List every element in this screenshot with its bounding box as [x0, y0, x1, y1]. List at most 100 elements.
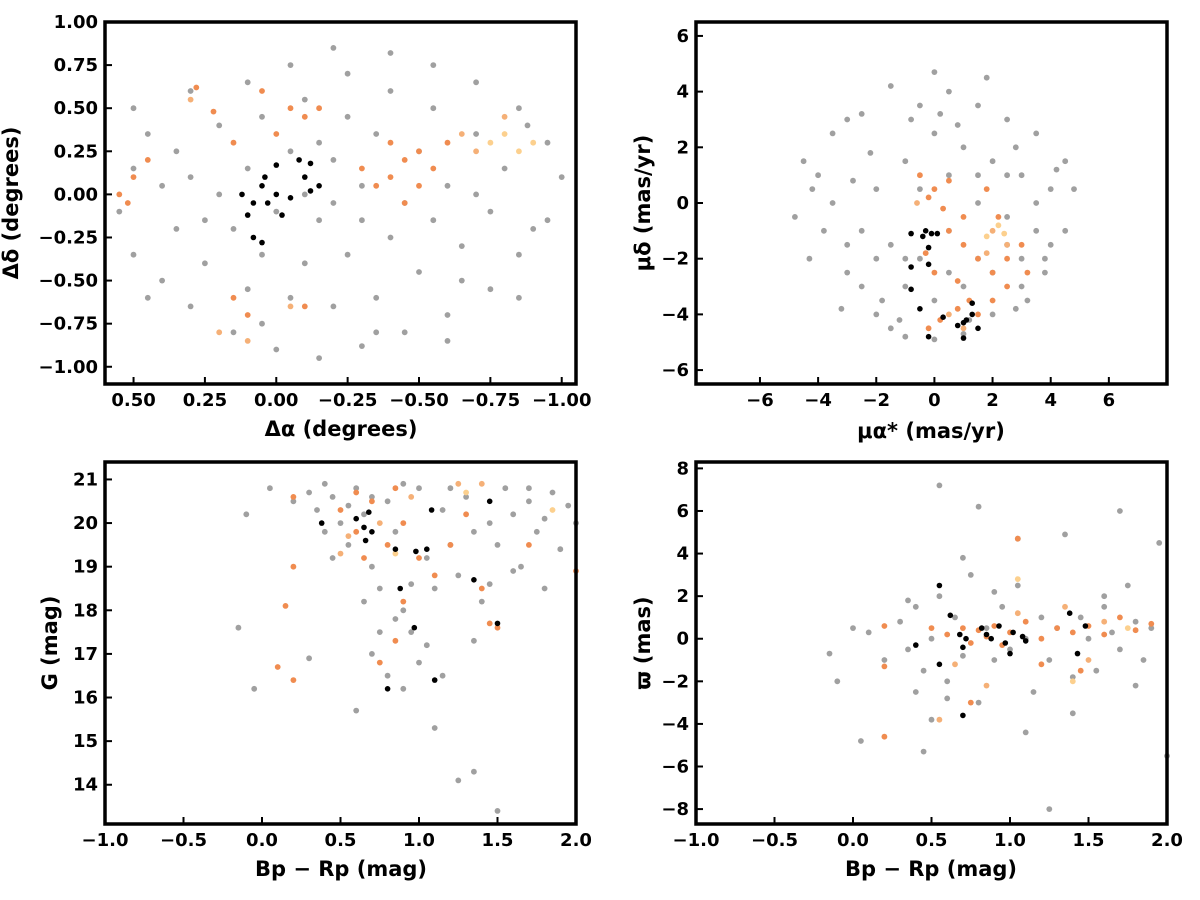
parallax-point-s4-3 [947, 612, 954, 619]
sky-point-s1-3 [287, 105, 294, 112]
sky-y-tick-label-6: −0.50 [39, 271, 99, 292]
parallax-point-s0-32 [1101, 603, 1108, 610]
pm-point-s0-30 [902, 255, 909, 262]
sky-point-s0-52 [387, 234, 394, 241]
cmd-point-s0-9 [337, 520, 344, 526]
parallax-y-tick-label-5: −2 [661, 671, 689, 692]
parallax-point-s0-11 [936, 593, 943, 600]
parallax-point-s3-1 [1069, 678, 1076, 685]
parallax-point-s0-21 [1014, 582, 1021, 589]
pm-point-s0-3 [829, 200, 836, 206]
parallax-point-s2-3 [1014, 610, 1021, 617]
sky-y-tick-label-4: 0.00 [54, 184, 98, 205]
parallax-y-tick-label-3: 2 [676, 586, 689, 607]
cmd-point-s1-6 [353, 528, 360, 535]
pm-point-s0-9 [931, 336, 938, 343]
cmd-point-s0-50 [408, 581, 415, 587]
parallax-point-s1-9 [991, 623, 998, 629]
cmd-point-s1-23 [392, 485, 399, 492]
sky-point-s0-40 [473, 131, 479, 137]
sky-point-s0-1 [287, 62, 294, 68]
parallax-y-tick-label-4: 0 [676, 629, 689, 650]
parallax-point-s0-39 [1156, 540, 1163, 546]
cmd-point-s0-36 [549, 489, 556, 496]
sky-point-s1-14 [359, 165, 365, 172]
cmd-point-s0-37 [557, 546, 564, 553]
parallax-point-s1-0 [881, 733, 888, 740]
pm-point-s4-11 [954, 322, 961, 329]
cmd-point-s4-1 [353, 515, 360, 522]
parallax-point-s4-2 [936, 661, 943, 668]
pm-point-s1-10 [954, 305, 961, 312]
sky-point-s1-0 [193, 84, 200, 91]
sky-y-tick-label-0: 1.00 [54, 12, 98, 33]
sky-point-s4-5 [302, 174, 308, 180]
parallax-point-s1-15 [1069, 629, 1076, 636]
sky-point-s0-75 [373, 329, 380, 336]
pm-point-s1-1 [931, 186, 938, 193]
cmd-point-s0-49 [392, 616, 399, 622]
cmd-point-s1-14 [478, 585, 485, 592]
cmd-point-s1-8 [384, 542, 391, 548]
pm-point-s0-19 [975, 102, 981, 109]
sky-point-s0-16 [516, 251, 522, 258]
sky-point-s4-1 [262, 174, 268, 180]
cmd-point-s2-2 [408, 494, 415, 500]
pm-point-s2-4 [983, 250, 990, 256]
cmd-point-s2-5 [337, 550, 344, 557]
parallax-point-s0-17 [983, 625, 990, 631]
parallax-point-s0-18 [991, 657, 998, 663]
sky-point-s0-5 [116, 208, 123, 215]
pm-point-s1-20 [995, 214, 1002, 220]
cmd-point-s0-40 [369, 651, 375, 657]
sky-point-s0-19 [544, 139, 551, 146]
sky-point-s3-2 [516, 148, 522, 155]
parallax-point-s0-4 [865, 629, 872, 636]
parallax-x-tick-label-1: −0.5 [751, 830, 798, 851]
pm-point-s0-64 [937, 111, 944, 117]
cmd-point-s0-60 [369, 494, 375, 500]
pm-point-s0-5 [858, 283, 865, 290]
pm-point-s4-0 [908, 230, 914, 237]
pm-point-s0-61 [838, 305, 845, 312]
cmd-point-s1-19 [400, 598, 407, 605]
sky-point-s4-2 [273, 162, 280, 168]
cmd-point-s0-13 [369, 563, 375, 570]
pm-point-s1-19 [983, 186, 990, 193]
parallax-point-s0-31 [1093, 667, 1100, 674]
pm-point-s4-13 [969, 311, 975, 318]
sky-point-s4-0 [259, 183, 265, 189]
cmd-point-s1-20 [526, 542, 532, 548]
pm-point-s0-12 [1018, 283, 1025, 290]
parallax-point-s0-10 [928, 635, 935, 642]
pm-point-s0-72 [1012, 305, 1019, 312]
sky-point-s0-10 [273, 346, 280, 353]
cmd-point-s4-12 [471, 577, 477, 583]
parallax-y-tick-label-0: 8 [676, 458, 689, 479]
pm-point-s0-4 [844, 241, 851, 248]
pm-point-s2-3 [960, 325, 967, 332]
sky-point-s0-28 [173, 148, 180, 155]
sky-x-tick-label-3: −0.25 [318, 390, 378, 411]
pm-y-tick-label-5: −4 [661, 304, 689, 325]
pm-point-s1-18 [1004, 283, 1010, 290]
sky-point-s0-11 [316, 355, 322, 361]
sky-point-s0-69 [130, 105, 137, 112]
parallax-point-s1-19 [1132, 627, 1139, 634]
parallax-point-s0-3 [858, 738, 864, 744]
pm-x-tick-label-6: 6 [1103, 390, 1116, 411]
pm-point-s0-11 [989, 311, 996, 318]
proper-motion-panel: −6 −4 −2 0 2 4 6 6 4 2 0 −2 −4 −6 μα* (mas/yr) μδ (ma… [631, 20, 1169, 443]
parallax-point-s4-17 [1074, 650, 1081, 657]
pm-point-s4-3 [928, 230, 935, 237]
parallax-point-s0-50 [944, 695, 951, 702]
parallax-point-s0-52 [1069, 674, 1076, 680]
sky-point-s2-4 [473, 148, 479, 155]
sky-y-tick-label-8: −1.00 [39, 357, 99, 378]
cmd-point-s1-11 [431, 572, 438, 579]
pm-y-tick-label-6: −6 [661, 360, 689, 381]
cmd-x-tick-label-5: 1.5 [482, 830, 514, 851]
sky-x-tick-label-4: −0.50 [389, 390, 449, 411]
pm-point-s0-58 [975, 172, 981, 179]
pm-point-s0-0 [792, 214, 798, 220]
